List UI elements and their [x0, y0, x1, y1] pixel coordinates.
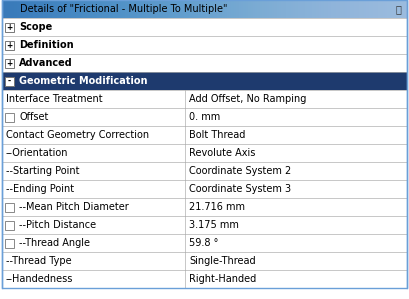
Bar [5, 40, 14, 50]
Text: Add Offset, No Ramping: Add Offset, No Ramping [189, 94, 306, 104]
Text: --Thread Type: --Thread Type [6, 256, 72, 266]
Text: Geometric Modification: Geometric Modification [19, 76, 148, 86]
Text: 0. mm: 0. mm [189, 112, 220, 122]
Text: Offset: Offset [19, 112, 48, 122]
Text: 59.8 °: 59.8 ° [189, 238, 218, 248]
Bar [5, 77, 14, 86]
Bar [2, 234, 407, 252]
Text: Single-Thread: Single-Thread [189, 256, 256, 266]
Text: --Handedness: --Handedness [6, 274, 73, 284]
Bar [2, 108, 407, 126]
Bar [2, 270, 407, 288]
Text: +: + [7, 40, 13, 50]
Bar [2, 90, 407, 108]
Bar [2, 180, 407, 198]
Bar [5, 202, 14, 211]
Bar [2, 72, 407, 90]
Bar [2, 54, 407, 72]
Text: +: + [7, 59, 13, 68]
Text: 3.175 mm: 3.175 mm [189, 220, 239, 230]
Bar [5, 220, 14, 230]
Text: --Starting Point: --Starting Point [6, 166, 79, 176]
Bar [5, 112, 14, 121]
Text: +: + [7, 22, 13, 31]
Bar [2, 36, 407, 54]
Text: Revolute Axis: Revolute Axis [189, 148, 255, 158]
Bar [5, 239, 14, 248]
Text: 21.716 mm: 21.716 mm [189, 202, 245, 212]
Text: --Pitch Distance: --Pitch Distance [19, 220, 96, 230]
Text: Scope: Scope [19, 22, 52, 32]
Text: Right-Handed: Right-Handed [189, 274, 256, 284]
Text: --Orientation: --Orientation [6, 148, 68, 158]
Text: Definition: Definition [19, 40, 74, 50]
Bar [2, 162, 407, 180]
Text: --Mean Pitch Diameter: --Mean Pitch Diameter [19, 202, 129, 212]
Text: ⎙: ⎙ [395, 4, 401, 14]
Bar [5, 59, 14, 68]
Bar [2, 18, 407, 36]
Text: Coordinate System 3: Coordinate System 3 [189, 184, 291, 194]
Text: -: - [8, 77, 11, 86]
Text: Bolt Thread: Bolt Thread [189, 130, 245, 140]
Text: Interface Treatment: Interface Treatment [6, 94, 103, 104]
Bar [2, 144, 407, 162]
Bar [2, 126, 407, 144]
Text: --Ending Point: --Ending Point [6, 184, 74, 194]
Text: --Thread Angle: --Thread Angle [19, 238, 90, 248]
Bar [2, 198, 407, 216]
Bar [2, 252, 407, 270]
Bar [5, 22, 14, 31]
Text: Contact Geometry Correction: Contact Geometry Correction [6, 130, 149, 140]
Text: Advanced: Advanced [19, 58, 73, 68]
Text: Coordinate System 2: Coordinate System 2 [189, 166, 291, 176]
Bar [2, 216, 407, 234]
Text: Details of "Frictional - Multiple To Multiple": Details of "Frictional - Multiple To Mul… [20, 4, 227, 14]
Bar [2, 0, 407, 18]
